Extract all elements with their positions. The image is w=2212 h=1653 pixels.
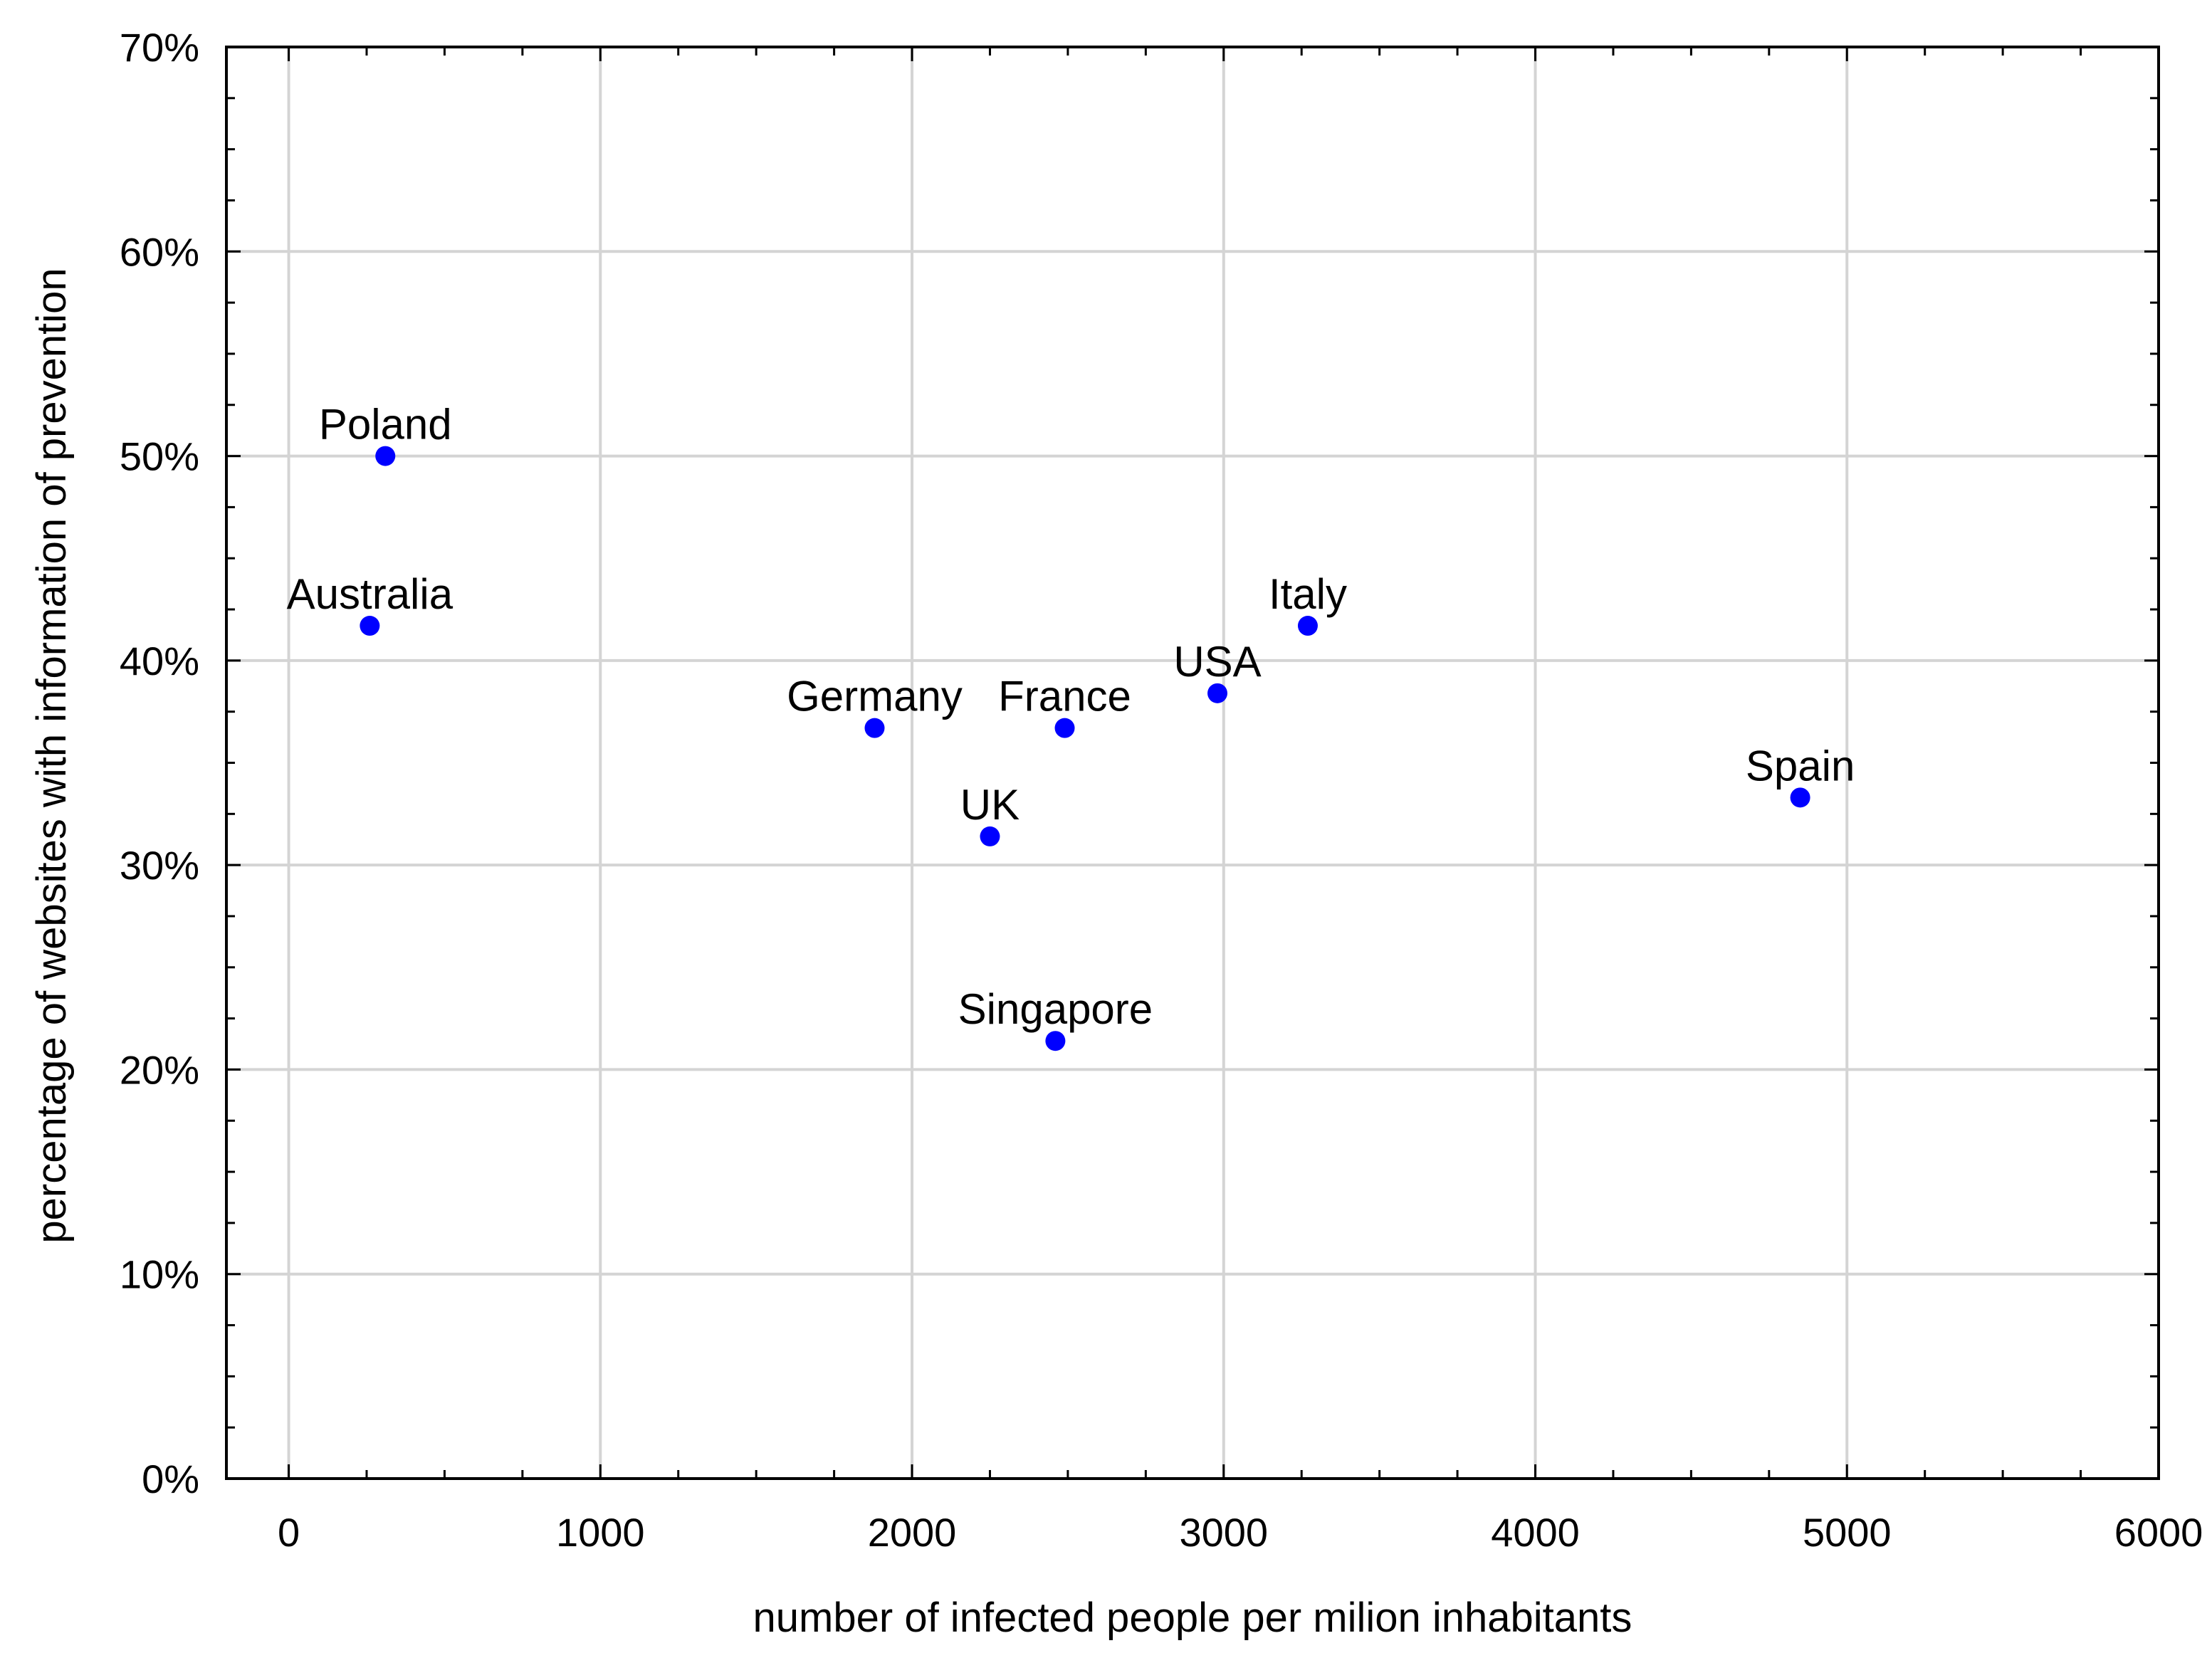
x-tick-label: 0 bbox=[278, 1510, 300, 1555]
y-tick-label: 60% bbox=[120, 229, 199, 274]
point-label: Poland bbox=[319, 401, 452, 448]
y-tick-label: 40% bbox=[120, 639, 199, 683]
data-point bbox=[1790, 787, 1810, 808]
grid-lines bbox=[226, 47, 2159, 1479]
data-points bbox=[360, 446, 1810, 1051]
y-tick-label: 70% bbox=[120, 25, 199, 70]
point-labels: Poland Australia Germany France UK Singapore U… bbox=[287, 401, 1855, 1034]
x-tick-label: 6000 bbox=[2114, 1510, 2203, 1555]
point-label: USA bbox=[1173, 638, 1261, 686]
data-point bbox=[1207, 683, 1228, 703]
point-label: UK bbox=[960, 781, 1019, 829]
plot-frame bbox=[225, 46, 2160, 1480]
x-tick-label: 3000 bbox=[1179, 1510, 1268, 1555]
point-label: Spain bbox=[1746, 742, 1855, 789]
y-tick-label: 30% bbox=[120, 843, 199, 888]
y-tick-label: 20% bbox=[120, 1047, 199, 1092]
y-tick-labels: 0% 10% 20% 30% 40% 50% 60% 70% bbox=[120, 25, 199, 1501]
data-point bbox=[1045, 1031, 1066, 1051]
y-axis-title: percentage of websites with information … bbox=[28, 268, 75, 1243]
y-tick-label: 10% bbox=[120, 1252, 199, 1297]
y-tick-label: 0% bbox=[142, 1457, 199, 1501]
data-point bbox=[1297, 616, 1318, 636]
point-label: Singapore bbox=[958, 985, 1153, 1033]
data-point bbox=[360, 616, 380, 636]
point-label: France bbox=[998, 673, 1131, 720]
x-tick-label: 5000 bbox=[1803, 1510, 1892, 1555]
data-point bbox=[864, 718, 885, 738]
x-axis-title: number of infected people per milion inh… bbox=[753, 1595, 1632, 1641]
x-tick-labels: 0 1000 2000 3000 4000 5000 6000 bbox=[278, 1510, 2203, 1555]
data-point bbox=[980, 826, 1000, 846]
x-tick-label: 2000 bbox=[868, 1510, 957, 1555]
y-tick-label: 50% bbox=[120, 434, 199, 479]
data-point bbox=[375, 446, 396, 466]
point-label: Italy bbox=[1269, 570, 1347, 618]
data-point bbox=[1054, 718, 1075, 738]
point-label: Germany bbox=[787, 673, 963, 720]
point-label: Australia bbox=[287, 570, 454, 618]
x-tick-label: 4000 bbox=[1491, 1510, 1580, 1555]
axis-ticks bbox=[226, 46, 2160, 1480]
x-tick-label: 1000 bbox=[556, 1510, 645, 1555]
